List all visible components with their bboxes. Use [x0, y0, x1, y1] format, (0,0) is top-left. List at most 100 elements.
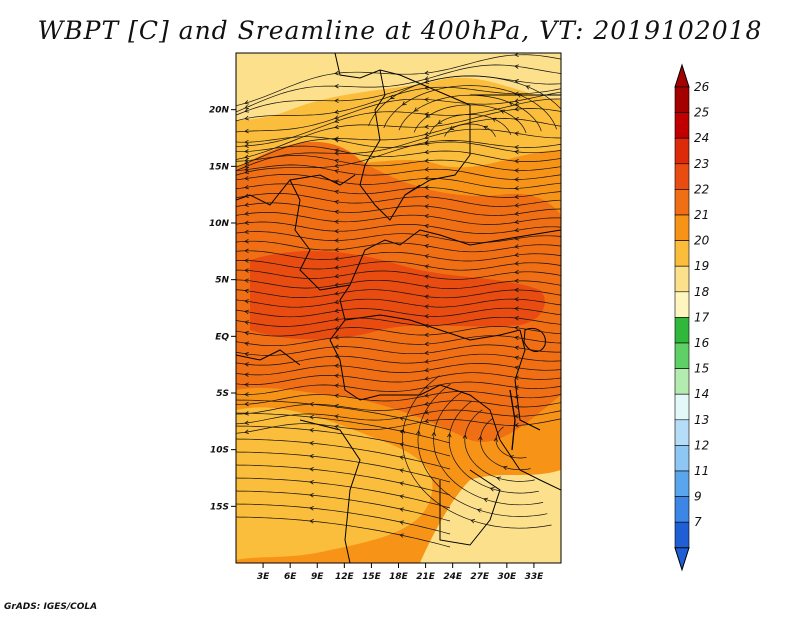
colorbar-label: 25: [694, 106, 709, 120]
streamline-arrow: [244, 278, 249, 283]
streamline-arrow: [508, 101, 514, 106]
streamline-arrow: [478, 435, 483, 441]
streamline-arrow: [244, 211, 249, 216]
streamline: [236, 140, 561, 176]
streamline-arrow: [244, 382, 249, 387]
lat-tick-label: 10S: [210, 446, 229, 456]
streamline-arrow: [416, 430, 421, 435]
streamline-arrow: [399, 533, 404, 538]
streamline-arrow: [244, 108, 250, 113]
streamline-arrow: [424, 254, 429, 259]
colorbar-segment: [674, 368, 690, 395]
streamline-arrow: [244, 411, 249, 416]
streamline-arrow: [437, 119, 443, 124]
streamline-arrow: [334, 189, 339, 195]
streamline-arrow: [514, 385, 519, 390]
streamline-arrow: [244, 420, 249, 425]
streamline: [236, 381, 561, 395]
streamline-arrow: [424, 313, 429, 319]
streamline-arrow: [514, 236, 519, 241]
colorbar-label: 20: [694, 234, 710, 248]
streamline-arrow: [399, 494, 404, 499]
colorbar-label: 19: [694, 259, 709, 273]
streamline-arrow: [334, 98, 339, 104]
streamline-arrow: [514, 296, 519, 302]
colorbar-label: 13: [694, 413, 709, 427]
streamline-arrow: [309, 506, 314, 511]
streamline: [236, 54, 561, 107]
lon-tick-label: 6E: [284, 572, 297, 582]
streamline-arrow: [244, 299, 249, 304]
streamline-arrow: [244, 160, 250, 165]
streamline-arrow: [334, 158, 339, 164]
streamline-arrow: [514, 252, 519, 258]
country-border: [499, 439, 561, 491]
colorbar-label: 16: [694, 336, 710, 350]
streamline: [236, 490, 451, 522]
streamline-arrow: [514, 287, 519, 293]
colorbar-label: 17: [694, 310, 710, 324]
streamline-arrow: [496, 476, 502, 481]
colorbar-segment: [674, 291, 690, 318]
streamline-arrow: [244, 341, 249, 346]
streamline-arrow: [470, 519, 476, 524]
streamline-arrow: [244, 149, 249, 154]
streamline-arrow: [424, 139, 429, 145]
country-border: [439, 469, 501, 546]
streamline-arrow: [309, 480, 314, 485]
lon-tick-label: 18E: [389, 572, 409, 582]
streamline: [480, 418, 531, 471]
streamline: [236, 464, 451, 496]
streamline: [448, 400, 539, 494]
streamline-arrow: [514, 144, 519, 150]
streamline-arrow: [399, 481, 404, 486]
streamline-arrow: [424, 124, 429, 130]
streamline: [236, 183, 561, 198]
streamline-arrow: [334, 163, 339, 169]
streamline-arrow: [424, 418, 429, 424]
streamline-arrow: [244, 128, 249, 134]
streamline-arrow: [514, 159, 519, 164]
streamline: [368, 75, 561, 127]
streamline-arrow: [244, 184, 249, 190]
streamline-arrow: [244, 176, 249, 181]
streamline-arrow: [424, 359, 429, 364]
streamline: [236, 240, 561, 253]
streamline-arrow: [424, 204, 429, 209]
colorbar: 26 25 24 23 22 21 20 19 18 17 16 15 14 13 12 11 9 7: [674, 63, 710, 572]
colorbar-label: 21: [694, 208, 709, 222]
colorbar-label: 12: [694, 438, 709, 452]
streamline-arrow: [514, 203, 519, 208]
streamline-arrow: [514, 345, 519, 351]
lon-tick-label: 9E: [311, 572, 324, 582]
streamline: [236, 231, 561, 244]
country-border: [236, 349, 301, 366]
streamline: [236, 363, 561, 376]
streamline-arrow: [424, 85, 429, 91]
streamline-arrow: [514, 261, 519, 266]
streamline-arrow: [334, 109, 339, 115]
streamline-arrow: [244, 163, 250, 168]
colorbar-segment: [674, 393, 690, 421]
streamline-arrow: [424, 274, 429, 279]
colorbar-segment: [674, 86, 690, 113]
streamline-arrow: [514, 423, 519, 428]
streamline: [495, 426, 527, 459]
streamline-arrow: [462, 434, 468, 439]
streamline-arrow: [424, 376, 429, 381]
streamlines: [236, 53, 561, 548]
colorbar-segment: [674, 521, 690, 549]
streamline-arrow: [514, 79, 519, 84]
streamline-arrow: [244, 258, 249, 263]
streamline: [236, 307, 561, 318]
streamline: [236, 86, 561, 122]
streamline-arrow: [334, 179, 339, 184]
streamline-arrow: [244, 429, 249, 434]
streamline-arrow: [483, 125, 489, 130]
streamline-arrow: [334, 393, 339, 399]
streamline-arrow: [244, 268, 249, 273]
streamline-arrow: [334, 238, 339, 243]
streamline-arrow: [424, 70, 429, 76]
streamline-arrow: [424, 223, 429, 229]
colorbar-top-arrow: [674, 63, 690, 88]
